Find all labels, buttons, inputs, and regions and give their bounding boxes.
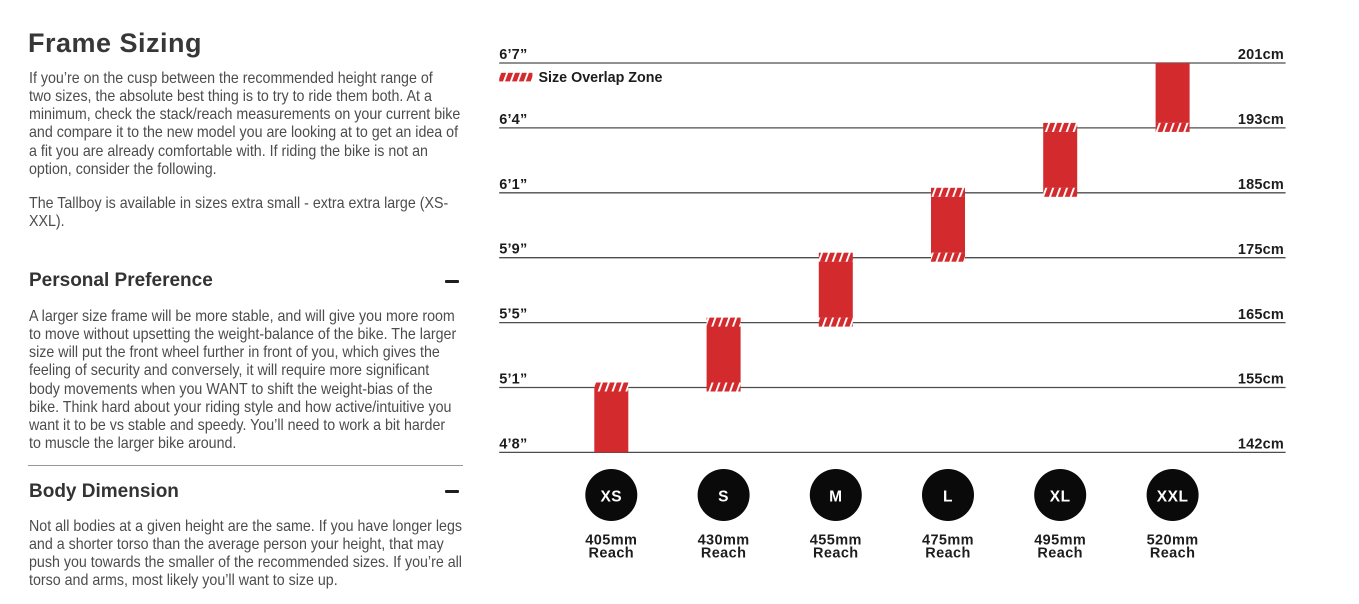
svg-text:6’7”: 6’7”: [499, 47, 527, 63]
svg-text:L: L: [943, 488, 953, 505]
svg-text:475mm: 475mm: [922, 532, 974, 548]
svg-text:4’8”: 4’8”: [499, 436, 527, 452]
svg-text:155cm: 155cm: [1238, 372, 1284, 388]
svg-text:5’9”: 5’9”: [499, 242, 527, 258]
svg-text:201cm: 201cm: [1238, 47, 1284, 63]
svg-text:Reach: Reach: [925, 546, 971, 562]
svg-text:455mm: 455mm: [810, 532, 862, 548]
svg-text:5’5”: 5’5”: [499, 307, 527, 323]
svg-text:6’4”: 6’4”: [499, 112, 527, 128]
svg-text:495mm: 495mm: [1034, 532, 1086, 548]
svg-text:Reach: Reach: [813, 546, 859, 562]
svg-text:XXL: XXL: [1157, 488, 1189, 505]
svg-text:Reach: Reach: [1150, 546, 1196, 562]
svg-text:430mm: 430mm: [698, 532, 750, 548]
svg-text:405mm: 405mm: [585, 532, 637, 548]
svg-text:Reach: Reach: [701, 546, 747, 562]
svg-text:5’1”: 5’1”: [499, 372, 527, 388]
svg-text:Reach: Reach: [1037, 546, 1083, 562]
svg-text:193cm: 193cm: [1238, 112, 1284, 128]
svg-text:520mm: 520mm: [1147, 532, 1199, 548]
svg-text:Size Overlap Zone: Size Overlap Zone: [539, 70, 663, 86]
svg-text:Reach: Reach: [589, 546, 635, 562]
svg-text:XL: XL: [1050, 488, 1071, 505]
svg-text:XS: XS: [600, 488, 622, 505]
svg-text:175cm: 175cm: [1238, 242, 1284, 258]
svg-text:M: M: [829, 488, 842, 505]
svg-text:6’1”: 6’1”: [499, 177, 527, 193]
svg-text:142cm: 142cm: [1238, 437, 1284, 453]
svg-text:185cm: 185cm: [1238, 177, 1284, 193]
svg-text:S: S: [718, 488, 729, 505]
svg-text:165cm: 165cm: [1238, 307, 1284, 323]
